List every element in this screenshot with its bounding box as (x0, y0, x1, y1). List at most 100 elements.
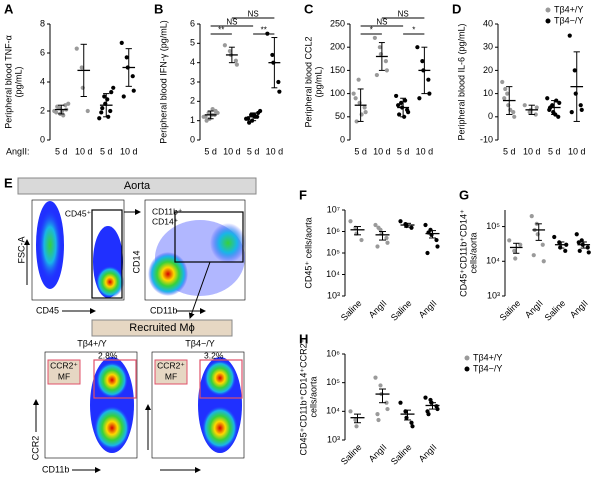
gate-label: CCR2⁺ (50, 360, 78, 370)
x-tick-label: 5 d (548, 146, 561, 156)
point (420, 59, 425, 64)
y-tick-label: 10⁶ (326, 348, 340, 358)
y-tick-label: 8 (40, 18, 45, 28)
point (204, 118, 209, 123)
point (79, 65, 84, 70)
y-axis-label: Peripheral blood IL-6 (pg/mL) (456, 23, 466, 140)
y-tick-label: 10⁵ (486, 221, 500, 231)
point (348, 219, 353, 224)
x-tick-label: 5 d (354, 146, 367, 156)
y-tick-label: 1 (190, 115, 195, 125)
point (384, 235, 389, 241)
panel-label: F (299, 187, 307, 202)
point (512, 248, 517, 253)
point (579, 107, 584, 112)
y-tick-label: 6 (40, 47, 45, 57)
legend-label: Tβ4+/Y (554, 4, 583, 14)
point (124, 55, 129, 60)
point (425, 250, 430, 256)
banner (91, 319, 233, 337)
y-tick-label: 40 (483, 18, 493, 28)
panel-label: E (4, 175, 13, 190)
point (577, 248, 582, 253)
x-tick-label: 10 d (523, 146, 541, 156)
banner-text: Recruited Mϕ (129, 322, 194, 334)
x-tick-label: Saline (339, 298, 364, 323)
point (531, 253, 536, 258)
gate-percent: 3.2% (204, 350, 224, 360)
point (362, 105, 367, 110)
point (351, 91, 356, 96)
point (54, 110, 59, 115)
point (203, 114, 208, 119)
point (74, 46, 79, 51)
point (522, 103, 527, 108)
point (233, 58, 238, 63)
x-tick-label: 10 d (568, 146, 586, 156)
y-tick-label: 5 (190, 38, 195, 48)
legend-marker (545, 18, 551, 24)
point (247, 120, 252, 125)
point (406, 110, 411, 115)
point (108, 108, 113, 114)
point (512, 114, 517, 119)
density (94, 406, 130, 450)
point (579, 238, 584, 243)
point (572, 68, 577, 73)
point (511, 110, 516, 115)
point (270, 52, 275, 58)
point (502, 96, 507, 101)
y-tick-label: 250 (330, 18, 345, 28)
bracket-label: ** (261, 26, 267, 35)
y-axis-label: Peripheral blood IFN-γ (pg/mL) (158, 20, 168, 144)
density (96, 362, 128, 398)
y-tick-label: 10³ (327, 434, 340, 444)
y-tick-label: 4 (40, 76, 45, 86)
point (563, 248, 568, 253)
y-axis-label: CD45⁺ cells/aorta (303, 217, 313, 288)
y-tick-label: 20 (483, 65, 493, 75)
y-tick-label: 2 (40, 105, 45, 115)
density (96, 266, 124, 298)
point (417, 96, 422, 101)
gate (91, 209, 123, 299)
y-tick-label: 150 (330, 65, 345, 75)
point (541, 259, 546, 264)
point (102, 94, 107, 99)
panel-label: C (304, 1, 314, 16)
y-tick-label: 10⁷ (327, 204, 340, 214)
x-tick-label: 10 d (416, 146, 434, 156)
point (249, 112, 254, 117)
axis-label: FSC-A (16, 237, 26, 264)
point (97, 116, 102, 121)
point (576, 240, 581, 245)
x-tick-label: 10 d (75, 146, 93, 156)
point (529, 214, 534, 219)
gate-label: CCR2⁺ (157, 360, 185, 370)
point (557, 100, 562, 105)
y-tick-label: 10³ (327, 290, 340, 300)
y-tick-label: 10³ (487, 290, 500, 300)
point (403, 98, 408, 103)
point (131, 88, 136, 93)
y-tick-label: 10 (483, 88, 493, 98)
y-axis-label: Peripheral blood TNF-α (3, 35, 13, 129)
point (359, 237, 364, 243)
y-axis-label: Peripheral blood CCL2 (303, 36, 313, 127)
point (353, 417, 358, 423)
point (426, 77, 431, 82)
point (545, 96, 550, 101)
gate-label: CD11b⁺ (152, 206, 183, 216)
x-tick-label: Saline (389, 298, 414, 323)
y-tick-label: 4 (190, 57, 195, 67)
x-tick-label: 5 d (204, 146, 217, 156)
gate-label: CD14⁺ (152, 216, 179, 226)
gate-label: MF (58, 371, 70, 381)
x-tick-label: 10 d (120, 146, 138, 156)
point (503, 86, 508, 92)
y-tick-label: 6 (190, 18, 195, 28)
point (258, 108, 263, 114)
y-tick-label: 50 (335, 111, 345, 121)
point (277, 89, 282, 94)
